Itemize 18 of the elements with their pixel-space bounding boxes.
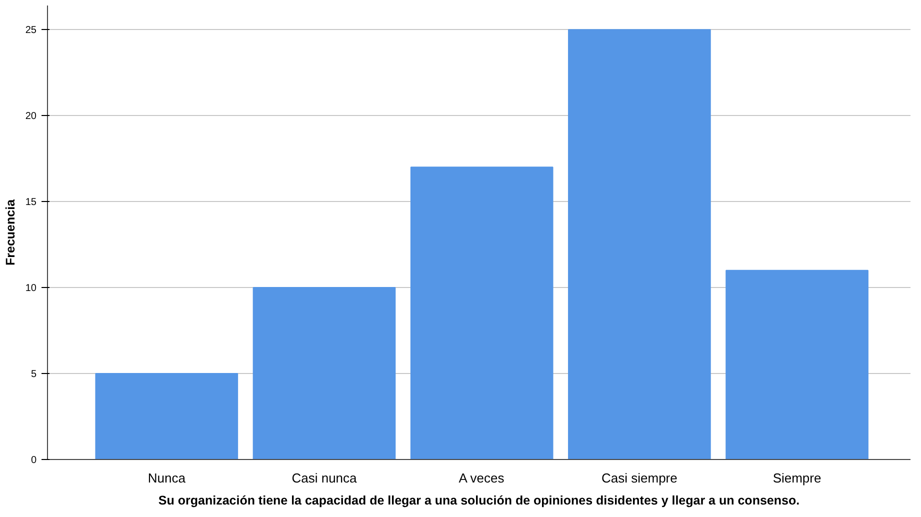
x-tick-label: Casi siempre: [602, 470, 678, 486]
y-tick-label: 10: [25, 283, 37, 294]
x-tick-label: Siempre: [772, 470, 822, 486]
x-tick-label: Nunca: [148, 470, 186, 486]
bar: [568, 29, 711, 460]
bar: [726, 270, 868, 460]
x-axis-title: Su organización tiene la capacidad de llegar a una solución de opiniones disidentes y llegar a un consenso.: [158, 494, 800, 508]
y-tick-label: 0: [30, 455, 37, 466]
bar: [252, 287, 396, 460]
y-tick-label: 25: [25, 25, 37, 36]
x-tick-label: A veces: [458, 470, 505, 486]
x-tick-label: Casi nunca: [292, 470, 358, 486]
y-axis-title: Frecuencia: [3, 198, 18, 266]
bar: [410, 166, 554, 460]
bar: [95, 373, 238, 460]
y-tick-label: 15: [25, 197, 37, 208]
y-tick-label: 5: [30, 369, 37, 380]
y-tick-label: 20: [25, 111, 37, 122]
